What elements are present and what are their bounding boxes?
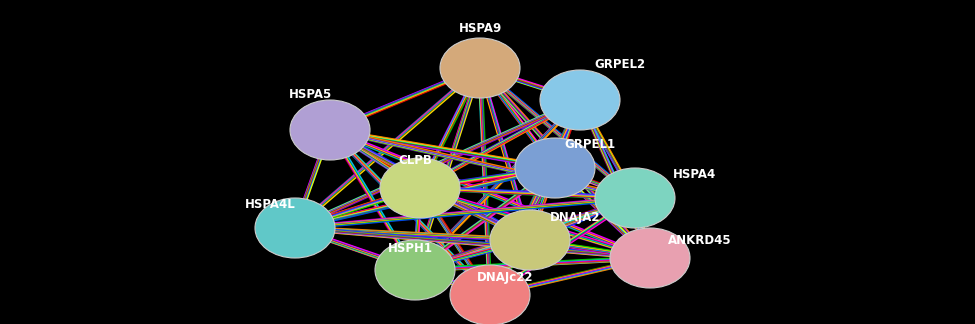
- Text: HSPA9: HSPA9: [458, 21, 501, 34]
- Text: GRPEL2: GRPEL2: [595, 59, 645, 72]
- Ellipse shape: [515, 138, 595, 198]
- Ellipse shape: [380, 158, 460, 218]
- Ellipse shape: [490, 210, 570, 270]
- Ellipse shape: [290, 100, 370, 160]
- Ellipse shape: [610, 228, 690, 288]
- Ellipse shape: [595, 168, 675, 228]
- Text: HSPA4: HSPA4: [674, 168, 717, 181]
- Text: DNAJA2: DNAJA2: [550, 212, 601, 225]
- Text: HSPA5: HSPA5: [289, 88, 332, 101]
- Ellipse shape: [375, 240, 455, 300]
- Text: ANKRD45: ANKRD45: [668, 234, 732, 247]
- Text: GRPEL1: GRPEL1: [565, 138, 615, 152]
- Ellipse shape: [540, 70, 620, 130]
- Text: CLPB: CLPB: [398, 154, 432, 167]
- Ellipse shape: [440, 38, 520, 98]
- Text: HSPH1: HSPH1: [387, 241, 433, 254]
- Ellipse shape: [255, 198, 335, 258]
- Ellipse shape: [450, 265, 530, 324]
- Text: HSPA4L: HSPA4L: [245, 199, 295, 212]
- Text: DNAJc22: DNAJc22: [477, 272, 533, 284]
